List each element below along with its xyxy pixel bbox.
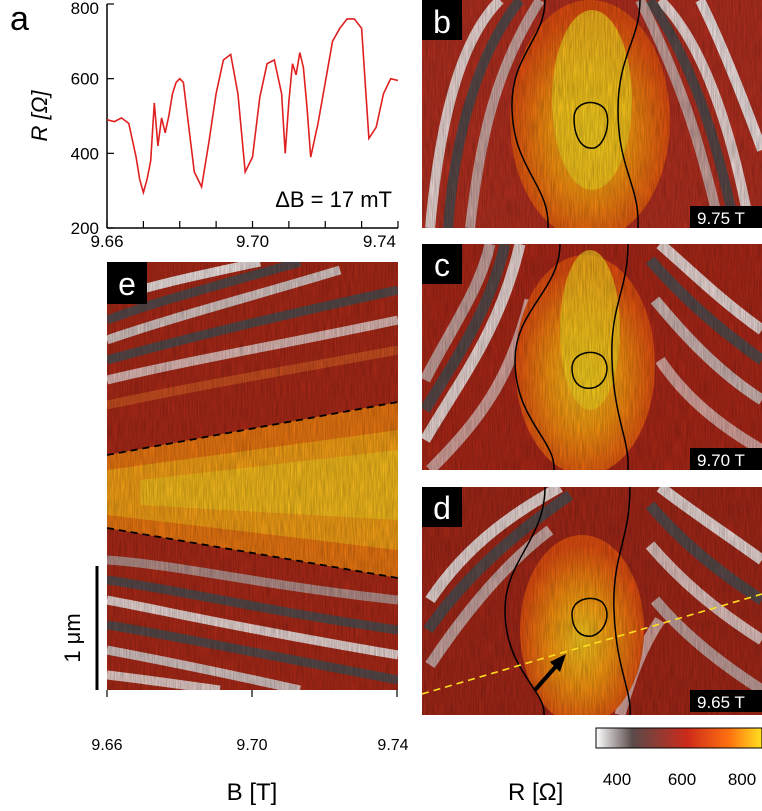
panel-a-plot: a 200 400 600 800 9.66 9.70 9.74 R [Ω] ΔB = 1… bbox=[10, 0, 399, 251]
field-label-c: 9.70 T bbox=[697, 451, 745, 470]
colorbar-label: R [Ω] bbox=[508, 779, 563, 806]
bottom-tick-label: 9.66 bbox=[91, 737, 122, 754]
field-label-box-c bbox=[690, 448, 762, 470]
panel-d-map bbox=[422, 487, 762, 715]
y-axis-label: R [Ω] bbox=[27, 90, 52, 142]
bottom-axis-label: B [T] bbox=[227, 779, 278, 806]
lower-boundary-dashed-line bbox=[107, 527, 398, 579]
upper-boundary-dashed-line bbox=[107, 401, 398, 456]
bottom-tick-label: 9.74 bbox=[377, 737, 408, 754]
panel-label-e: e bbox=[118, 266, 136, 302]
panel-d-label-box bbox=[422, 487, 462, 527]
colorbar-tick-label: 600 bbox=[668, 770, 696, 789]
colorbar-tick-label: 400 bbox=[603, 770, 631, 789]
scale-bar-label: 1 μm bbox=[60, 613, 85, 662]
field-label-d: 9.65 T bbox=[697, 693, 745, 712]
colorbar-gradient bbox=[595, 727, 762, 749]
y-tick-label: 800 bbox=[71, 0, 99, 18]
bottom-tick-label: 9.70 bbox=[236, 737, 267, 754]
delta-b-annotation: ΔB = 17 mT bbox=[275, 187, 392, 212]
panel-c-map bbox=[422, 244, 762, 470]
panel-label-d: d bbox=[433, 490, 451, 526]
x-tick-label: 9.70 bbox=[236, 232, 269, 251]
panel-label-a: a bbox=[10, 0, 29, 38]
panel-e-label-box bbox=[107, 262, 147, 304]
field-label-box-b bbox=[690, 206, 762, 228]
y-tick-label: 600 bbox=[71, 70, 99, 89]
series-line-resistance bbox=[106, 18, 399, 196]
x-ticks: 9.66 9.70 9.74 bbox=[90, 221, 399, 251]
bottom-axis: 9.66 9.70 9.74 B [T] bbox=[91, 690, 409, 806]
panel-e-map bbox=[107, 262, 398, 690]
panel-b-map bbox=[422, 0, 762, 228]
x-tick-label: 9.66 bbox=[90, 232, 123, 251]
panel-c-label-box bbox=[422, 244, 462, 284]
arrow-icon bbox=[533, 654, 566, 692]
y-tick-label: 400 bbox=[71, 144, 99, 163]
y-tick-label: 200 bbox=[71, 219, 99, 238]
field-label-b: 9.75 T bbox=[697, 209, 745, 228]
field-label-box-d bbox=[690, 690, 762, 712]
panel-b-label-box bbox=[422, 0, 462, 40]
panel-label-c: c bbox=[434, 247, 450, 283]
colorbar: R [Ω] 400 600 800 bbox=[508, 727, 762, 806]
y-ticks: 200 400 600 800 bbox=[71, 0, 114, 238]
colorbar-tick-label: 800 bbox=[728, 770, 756, 789]
panel-label-b: b bbox=[433, 4, 451, 40]
x-tick-label: 9.74 bbox=[363, 232, 396, 251]
